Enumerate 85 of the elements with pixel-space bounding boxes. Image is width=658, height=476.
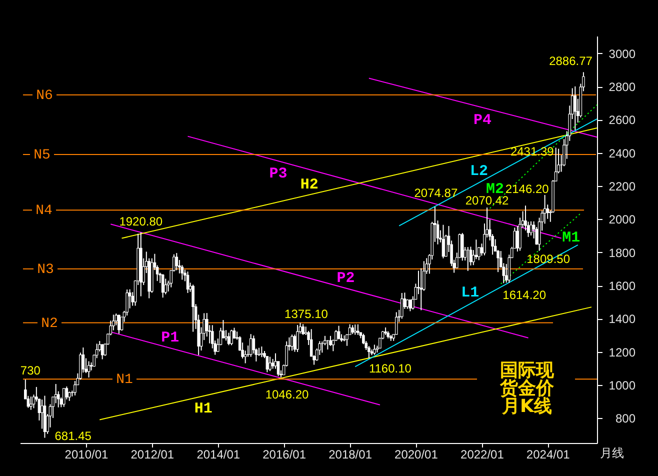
series-label: M1 — [562, 229, 580, 246]
annotation: 1614.20 — [502, 288, 546, 302]
y-tick-label: 2800 — [608, 80, 636, 94]
x-tick-label: 2014/01 — [196, 448, 240, 462]
series-label: L1 — [461, 284, 480, 302]
annotation: 1160.10 — [368, 361, 412, 376]
candlestick — [186, 271, 190, 294]
candlestick — [356, 324, 360, 336]
ref-line-label: N1 — [116, 372, 133, 388]
candlestick — [230, 329, 233, 346]
x-tick-label: 2022/01 — [460, 448, 504, 462]
x-tick-label: 2018/01 — [328, 448, 372, 462]
ref-line-label: N5 — [34, 148, 50, 164]
candlestick — [354, 324, 357, 336]
candlestick — [30, 396, 32, 410]
annotation: 1375.10 — [284, 306, 328, 321]
candlestick — [175, 252, 178, 271]
y-tick-label: 2200 — [608, 180, 636, 194]
candlestick — [496, 250, 500, 273]
candlestick — [373, 344, 376, 356]
candlestick — [192, 284, 194, 332]
candlestick — [530, 220, 532, 236]
series-label: P4 — [473, 112, 492, 129]
ref-line-label: N6 — [36, 88, 53, 104]
ref-line-label: N3 — [37, 262, 54, 278]
candlestick — [62, 388, 66, 408]
candlestick — [68, 391, 71, 402]
y-tick-label: 1800 — [608, 246, 636, 260]
x-tick-label: 2010/01 — [64, 448, 109, 462]
y-tick-label: 2000 — [608, 212, 636, 227]
series-label: P2 — [336, 270, 355, 287]
candlestick — [293, 334, 296, 352]
annotation: 1046.20 — [265, 387, 310, 402]
candlestick — [128, 288, 132, 309]
candlestick — [266, 355, 269, 373]
series-label: L2 — [470, 163, 488, 180]
series-label: H1 — [194, 400, 212, 418]
candlestick — [268, 356, 272, 372]
series-label: P3 — [269, 165, 288, 182]
x-tick-label: 2024/01 — [526, 448, 570, 462]
annotation: 2146.20 — [505, 182, 550, 196]
ref-line-label: N4 — [36, 203, 52, 220]
candlestick — [326, 340, 330, 350]
candlestick — [100, 344, 104, 360]
candlestick — [290, 334, 294, 352]
candlestick — [460, 232, 464, 262]
candlestick — [574, 86, 577, 131]
series-label: P1 — [161, 330, 180, 347]
ref-line-label: N2 — [41, 316, 58, 332]
x-tick-label: 2012/01 — [130, 448, 174, 462]
candlestick — [420, 268, 423, 311]
candlestick — [224, 330, 228, 342]
x-tick-label: 2016/01 — [262, 448, 306, 462]
candlestick — [394, 312, 398, 336]
y-tick-label: 800 — [615, 412, 636, 426]
candlestick — [87, 360, 90, 378]
candlestick — [249, 334, 252, 358]
candlestick — [260, 346, 264, 358]
y-tick-label: 1600 — [608, 279, 636, 294]
candlestick — [296, 324, 299, 352]
y-tick-label: 1200 — [608, 345, 636, 360]
annotation: 681.45 — [54, 428, 92, 443]
y-tick-label: 1000 — [608, 378, 636, 392]
y-tick-label: 2400 — [608, 146, 636, 160]
annotation: 730 — [20, 364, 41, 378]
candlestick — [112, 314, 115, 331]
candlestick — [164, 278, 168, 295]
y-tick-label: 3000 — [608, 46, 636, 61]
candlestick — [74, 380, 76, 396]
x-tick-label: 2020/01 — [394, 448, 438, 462]
candlestick — [161, 274, 164, 298]
annotation: 2070.42 — [465, 194, 510, 208]
annotation: 1920.80 — [119, 214, 163, 228]
annotation: 2886.77 — [549, 54, 593, 68]
candlestick — [337, 325, 340, 340]
y-tick-label: 1400 — [608, 312, 636, 326]
text: 月线 — [600, 446, 624, 460]
text: 国际现货金价月K线 — [499, 360, 555, 417]
candlestick — [302, 324, 304, 336]
candlestick — [227, 332, 230, 346]
candlestick — [400, 292, 404, 320]
annotation: 2074.87 — [414, 186, 458, 200]
series-label: H2 — [300, 176, 318, 194]
candlestick — [118, 314, 120, 334]
y-tick-label: 2600 — [608, 113, 636, 128]
